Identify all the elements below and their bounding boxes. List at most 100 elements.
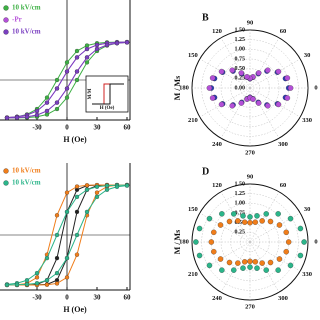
loop-point (74, 209, 80, 215)
loop-point (104, 42, 110, 48)
loop-point (64, 69, 70, 74)
polar-point (226, 218, 233, 225)
polar-point (229, 67, 235, 73)
polar-point (209, 95, 216, 101)
theta-tick-label: 270 (245, 149, 255, 156)
y-axis-label: M / Ms (173, 230, 182, 254)
loop-point (44, 108, 50, 114)
theta-tick-label: 30 (304, 206, 311, 213)
spoke (220, 87, 251, 139)
loop-point (44, 100, 50, 105)
polar-point (211, 229, 217, 236)
loop-point (54, 232, 60, 238)
loop-point (84, 60, 90, 65)
legend-label: 10 kV/cm (12, 28, 41, 36)
polar-point (276, 256, 283, 262)
loop-point (54, 270, 60, 276)
polar-point (206, 262, 213, 269)
loop-point (4, 282, 10, 288)
loop-point (44, 278, 50, 283)
inset: M/M H (Oe) (85, 75, 129, 113)
theta-tick-label: 180 (179, 84, 189, 91)
polar-point (247, 219, 253, 226)
polar-point (263, 211, 269, 217)
polar-point (240, 213, 246, 219)
loop-point (64, 255, 70, 261)
theta-tick-label: 300 (278, 295, 288, 302)
loop-point (94, 190, 100, 195)
theta-tick-label: 150 (188, 206, 198, 213)
polar-point (196, 225, 203, 232)
polar-point (276, 222, 283, 228)
polar-point (283, 248, 289, 255)
loop-point (74, 232, 80, 238)
loop-point (54, 255, 60, 261)
r-tick-label: 1.25 (235, 191, 246, 197)
polar-point (252, 259, 259, 265)
polar-point (265, 103, 271, 109)
theta-tick-label: 270 (245, 303, 255, 310)
loop-point (54, 281, 60, 286)
polar-point (229, 103, 235, 109)
legend-label: 10 kV/cm (12, 4, 41, 12)
polar-point (211, 248, 217, 255)
x-tick-label: -30 (32, 294, 42, 302)
legend-label: -Pr (12, 16, 22, 24)
theta-tick-label: 120 (212, 28, 222, 35)
loop-point (124, 183, 130, 188)
polar-point (196, 252, 203, 259)
theta-tick-label: 210 (188, 117, 198, 124)
polar-point (241, 259, 248, 265)
polar-point (206, 85, 213, 91)
loop-point (34, 275, 40, 280)
loop-point (114, 41, 120, 46)
theta-tick-label: 150 (188, 52, 198, 59)
x-axis-label: H (Oe) (63, 305, 87, 314)
spoke (249, 87, 280, 139)
r-tick-label: 0.50 (235, 220, 246, 226)
r-tick-label: 0.25 (235, 76, 246, 82)
loop-point (34, 112, 40, 118)
r-tick-label: 1.50 (235, 181, 246, 187)
loop-point (74, 184, 80, 189)
theta-tick-label: 30 (304, 52, 311, 59)
loop-point (24, 114, 30, 119)
loop-point (54, 213, 60, 218)
spoke (249, 191, 280, 243)
theta-tick-label: 240 (212, 295, 222, 302)
theta-tick-label: 210 (188, 271, 198, 278)
loop-point (94, 184, 100, 189)
loop-point (34, 281, 40, 286)
x-tick-label: 30 (94, 124, 102, 132)
legend-marker (3, 168, 9, 174)
r-tick-label: 1.50 (235, 27, 246, 33)
polar-point (255, 100, 262, 106)
panel-label: D (202, 166, 209, 177)
spoke (220, 191, 251, 243)
polar-point (275, 101, 282, 108)
polar-point (267, 259, 274, 266)
polar-point (217, 256, 224, 262)
loop-point (94, 46, 100, 52)
legend-marker (3, 17, 9, 23)
loop-point (54, 77, 60, 83)
theta-tick-label: 90 (247, 19, 254, 26)
polar-point (241, 219, 248, 225)
legend-marker (3, 180, 9, 186)
spoke (220, 37, 251, 89)
r-tick-label: 0.75 (235, 56, 246, 62)
spoke (249, 241, 280, 293)
legend-marker (3, 5, 9, 11)
polar-point (247, 264, 253, 270)
loop-point (34, 108, 40, 114)
loop-point (84, 187, 90, 192)
polar-point (259, 218, 265, 224)
loop-point (74, 55, 80, 60)
polar-point (284, 95, 291, 101)
polar-point (275, 68, 282, 75)
spoke (249, 87, 301, 118)
panel-label: B (202, 12, 209, 23)
polar-point (193, 239, 199, 245)
polar-point (244, 74, 250, 80)
polar-point (283, 229, 289, 236)
